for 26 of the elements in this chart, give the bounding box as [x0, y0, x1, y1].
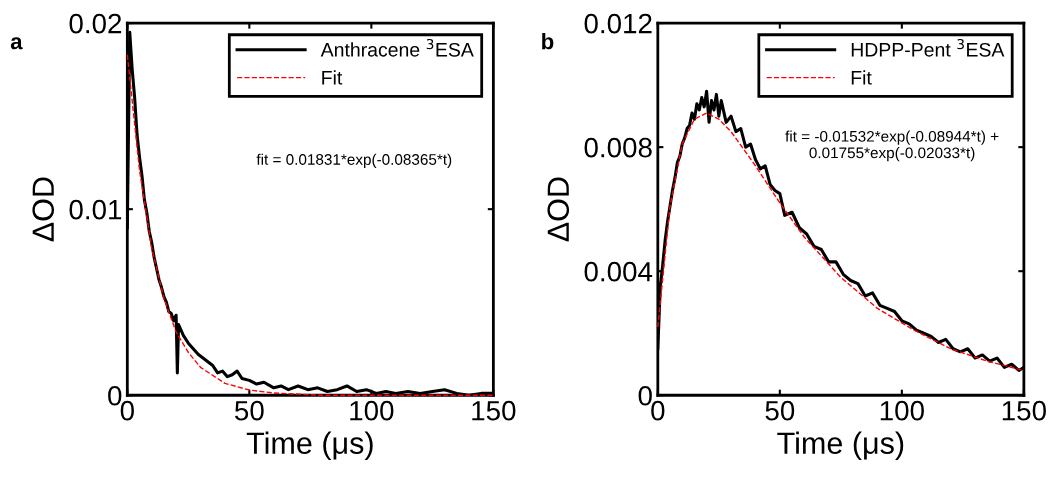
x-tick-label: 100 — [350, 400, 394, 421]
x-tick-label: 150 — [472, 400, 516, 421]
y-axis-title: ΔOD — [547, 177, 570, 242]
legend-label: Fit — [322, 70, 343, 85]
chart-title: a — [10, 37, 23, 50]
y-tick-label: 0.012 — [584, 13, 652, 34]
x-tick-label: 150 — [1002, 400, 1046, 421]
y-tick-label: 0 — [108, 385, 122, 406]
x-tick-label: 100 — [880, 400, 924, 421]
y-tick-label: 0.02 — [69, 13, 122, 34]
legend-label: Anthracene $^{3}$ESA — [320, 38, 474, 57]
annotation: fit = -0.01532*exp(-0.08944*t) + 0.01755*exp(-0.02033*t) — [785, 130, 999, 162]
chart-title: b — [542, 33, 554, 50]
x-axis-title: Time (μs) — [246, 431, 373, 461]
y-tick-label: 0.008 — [584, 137, 652, 158]
y-tick-label: 0 — [638, 385, 652, 406]
x-axis-title: Time (μs) — [777, 431, 904, 461]
y-tick-label: 0.004 — [584, 261, 653, 282]
x-tick-label: 0 — [651, 400, 665, 421]
y-axis-title: ΔOD — [32, 177, 55, 242]
legend-label: Fit — [851, 70, 872, 85]
annotation: fit = 0.01831*exp(-0.08365*t) — [256, 153, 452, 168]
x-tick-label: 50 — [765, 400, 795, 421]
legend-label: HDPP-Pent $^{3}$ESA — [851, 38, 1005, 57]
x-tick-label: 50 — [235, 400, 264, 421]
y-tick-label: 0.01 — [69, 199, 122, 220]
